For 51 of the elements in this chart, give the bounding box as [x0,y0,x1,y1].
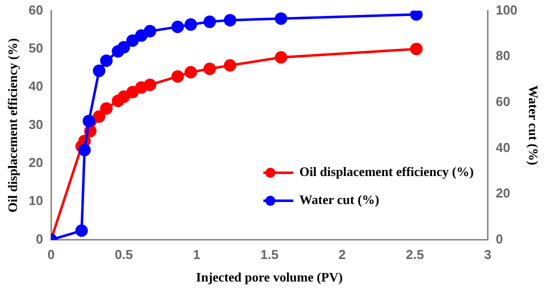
y-tick-label: 40 [28,78,44,94]
point [118,40,130,54]
point [184,66,198,78]
y2-tick-label: 40 [496,140,510,155]
y-tick-label: 30 [28,116,44,132]
y-axis-title: Oil displacement efficiency (%) [5,38,20,212]
point [171,20,184,34]
y2-tick-label: 80 [496,48,510,64]
y2-tick-label: 0 [496,231,503,246]
point [100,102,113,115]
y-tick-label: 10 [28,193,44,208]
point [126,34,139,47]
y2-axis-title: Water cut (%) [526,85,541,166]
point [274,51,288,64]
x-tick-label: 2.5 [406,247,424,262]
x-tick-label: 0.5 [114,247,133,262]
legend-label: Water cut (%) [299,192,380,208]
point [78,144,91,156]
point [410,10,423,21]
point [100,54,113,67]
x-axis-title: Injected pore volume (PV) [196,270,343,285]
x-tick-label: 2 [338,247,346,262]
point [135,29,148,42]
y2-tick-label: 60 [496,94,510,109]
point [126,86,139,98]
legend-label: Oil displacement efficiency (%) [299,164,474,180]
point [118,90,130,103]
point [82,114,96,128]
y2-tick-label: 100 [496,2,518,18]
point [171,70,184,83]
y-tick-label: 50 [28,40,44,56]
x-tick-label: 1.5 [260,247,278,262]
y2-tick-label: 20 [496,186,510,201]
point [184,18,198,31]
point [92,110,106,123]
point [203,62,216,76]
x-tick-label: 0 [47,247,55,262]
y-tick-label: 60 [28,2,44,18]
point [144,78,156,92]
y-tick-label: 0 [36,231,44,246]
point [410,42,423,56]
point [75,224,88,237]
point [224,14,236,26]
point [203,16,216,28]
point [92,64,106,78]
x-tick-label: 3 [484,247,492,262]
point [144,24,156,38]
point [224,59,236,72]
x-tick-label: 1 [192,247,200,262]
y-tick-label: 20 [28,155,44,170]
point [274,12,288,25]
